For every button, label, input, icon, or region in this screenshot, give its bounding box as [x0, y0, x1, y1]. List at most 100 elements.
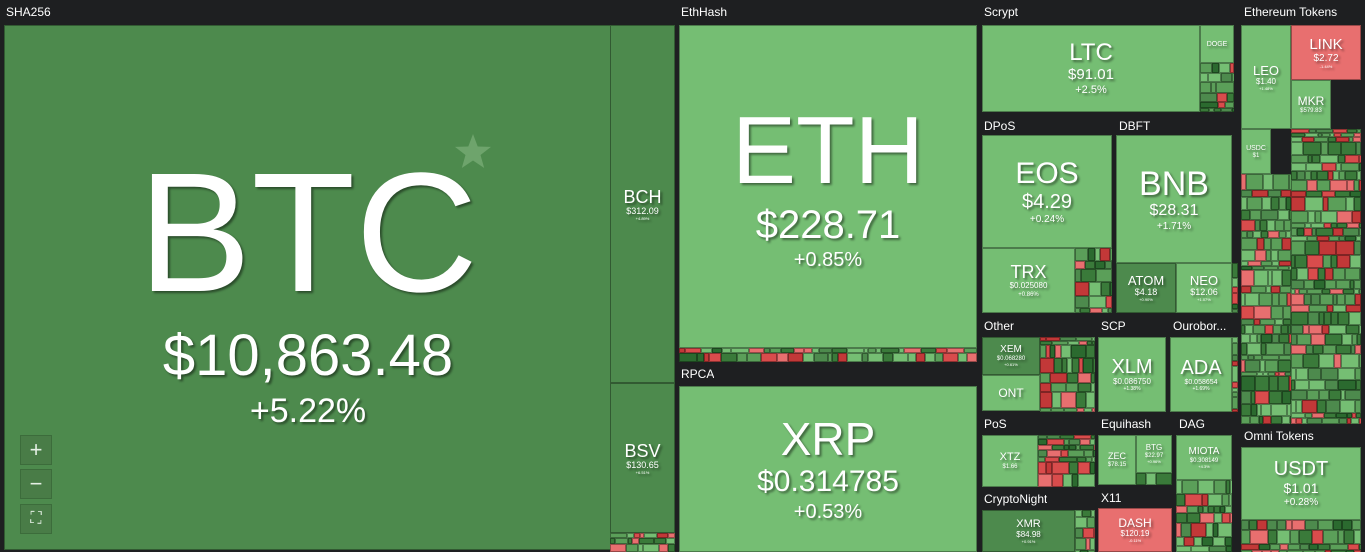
mini-coin-tile[interactable] — [1325, 550, 1331, 552]
coin-tile-ada[interactable]: ADA $0.058654 +1.69% — [1170, 337, 1232, 412]
mini-coin-tile[interactable] — [1062, 358, 1067, 373]
mini-coin-tile[interactable] — [1352, 520, 1361, 530]
mini-coin-tile[interactable] — [943, 353, 958, 362]
mini-coin-tile[interactable] — [1354, 133, 1361, 137]
mini-coin-tile[interactable] — [1181, 523, 1191, 537]
mini-coin-tile[interactable] — [1353, 137, 1361, 142]
mini-coin-tile[interactable] — [1331, 223, 1337, 228]
mini-coin-tile[interactable] — [1268, 231, 1279, 238]
mini-coin-tile[interactable] — [1250, 530, 1268, 544]
group-label[interactable]: RPCA — [681, 367, 715, 381]
mini-coin-tile[interactable] — [1232, 73, 1234, 82]
mini-coin-tile[interactable] — [1241, 391, 1251, 404]
mini-coin-tile[interactable] — [1291, 294, 1304, 305]
mini-coin-tile[interactable] — [1191, 523, 1206, 537]
mini-coin-tile[interactable] — [1291, 171, 1297, 180]
mini-coin-tile[interactable] — [1090, 462, 1095, 474]
mini-coin-tile[interactable] — [1322, 418, 1339, 424]
mini-coin-tile[interactable] — [1198, 506, 1203, 513]
mini-coin-tile[interactable] — [1307, 289, 1322, 294]
mini-coin-tile[interactable] — [1289, 266, 1291, 270]
mini-coin-tile[interactable] — [1211, 82, 1216, 93]
mini-coin-tile[interactable] — [1289, 376, 1291, 391]
mini-coin-tile[interactable] — [1346, 197, 1354, 211]
mini-coin-tile[interactable] — [1286, 231, 1291, 238]
coin-tile-dash[interactable]: DASH $120.19 -0.11% — [1098, 508, 1172, 552]
mini-coin-tile[interactable] — [1345, 171, 1357, 180]
mini-coin-tile[interactable] — [1079, 358, 1083, 373]
mini-coin-tile[interactable] — [1078, 474, 1095, 487]
mini-coin-tile[interactable] — [1309, 544, 1318, 550]
mini-coin-tile[interactable] — [1360, 268, 1361, 280]
mini-coin-tile[interactable] — [1329, 390, 1341, 400]
mini-coin-tile[interactable] — [1339, 236, 1345, 241]
mini-coin-tile[interactable] — [1355, 368, 1361, 380]
mini-coin-tile[interactable] — [1291, 163, 1306, 171]
mini-coin-tile[interactable] — [1279, 334, 1289, 343]
mini-coin-tile[interactable] — [1255, 220, 1260, 231]
mini-coin-tile[interactable] — [1086, 457, 1092, 462]
mini-coin-tile[interactable] — [1106, 296, 1112, 308]
mini-coin-tile[interactable] — [1322, 163, 1336, 171]
mini-coin-tile[interactable] — [1307, 418, 1322, 424]
mini-coin-tile[interactable] — [1282, 391, 1291, 404]
mini-coin-tile[interactable] — [1221, 108, 1232, 112]
mini-coin-tile[interactable] — [1202, 537, 1213, 546]
mini-coin-tile[interactable] — [812, 348, 819, 353]
mini-coin-tile[interactable] — [1286, 197, 1291, 210]
mini-coin-tile[interactable] — [1218, 102, 1225, 108]
coin-tile-bch[interactable]: BCH $312.09 +4.89% — [610, 25, 675, 383]
coin-tile-btg[interactable]: BTG $22.97 +0.96% — [1136, 435, 1172, 473]
mini-coin-tile[interactable] — [1328, 197, 1346, 211]
mini-coin-tile[interactable] — [1101, 282, 1110, 296]
mini-coin-tile[interactable] — [1271, 238, 1282, 250]
mini-coin-tile[interactable] — [1341, 390, 1345, 400]
mini-coin-tile[interactable] — [679, 348, 685, 353]
mini-coin-tile[interactable] — [1200, 82, 1211, 93]
mini-coin-tile[interactable] — [1328, 142, 1341, 155]
mini-coin-tile[interactable] — [1222, 494, 1229, 506]
mini-coin-tile[interactable] — [1305, 413, 1312, 418]
mini-coin-tile[interactable] — [1086, 392, 1095, 408]
mini-coin-tile[interactable] — [1325, 280, 1336, 289]
mini-coin-tile[interactable] — [1052, 392, 1061, 408]
mini-coin-tile[interactable] — [1047, 435, 1060, 439]
mini-coin-tile[interactable] — [1359, 418, 1361, 424]
mini-coin-tile[interactable] — [1246, 174, 1263, 190]
mini-coin-tile[interactable] — [1273, 325, 1281, 334]
mini-coin-tile[interactable] — [1206, 523, 1213, 537]
mini-coin-tile[interactable] — [1331, 550, 1346, 552]
mini-coin-tile[interactable] — [1241, 334, 1250, 343]
mini-coin-tile[interactable] — [722, 348, 731, 353]
mini-coin-tile[interactable] — [1241, 319, 1254, 325]
mini-coin-tile[interactable] — [1263, 174, 1273, 190]
mini-coin-tile[interactable] — [721, 353, 737, 362]
mini-coin-tile[interactable] — [1291, 236, 1307, 241]
mini-coin-tile[interactable] — [1046, 337, 1060, 341]
coin-tile-eth[interactable]: ETH $228.71 +0.85% — [679, 25, 977, 348]
mini-coin-tile[interactable] — [1229, 494, 1232, 506]
mini-coin-tile[interactable] — [1296, 368, 1308, 380]
mini-coin-tile[interactable] — [1347, 418, 1351, 424]
mini-coin-tile[interactable] — [1319, 312, 1324, 325]
mini-coin-tile[interactable] — [1280, 286, 1291, 293]
mini-coin-tile[interactable] — [731, 348, 749, 353]
mini-coin-tile[interactable] — [1260, 319, 1275, 325]
mini-coin-tile[interactable] — [610, 533, 627, 538]
mini-coin-tile[interactable] — [747, 353, 761, 362]
mini-coin-tile[interactable] — [1345, 236, 1356, 241]
mini-coin-tile[interactable] — [1083, 358, 1093, 373]
mini-coin-tile[interactable] — [1214, 506, 1220, 513]
mini-coin-tile[interactable] — [1075, 517, 1087, 528]
mini-coin-tile[interactable] — [615, 538, 628, 544]
mini-coin-tile[interactable] — [1040, 408, 1051, 412]
mini-coin-tile[interactable] — [1187, 513, 1200, 523]
mini-coin-tile[interactable] — [626, 544, 638, 552]
mini-coin-tile[interactable] — [1297, 334, 1311, 345]
mini-coin-tile[interactable] — [1275, 319, 1283, 325]
mini-coin-tile[interactable] — [1050, 373, 1067, 383]
mini-coin-tile[interactable] — [1270, 544, 1280, 550]
mini-coin-tile[interactable] — [1254, 306, 1271, 319]
mini-coin-tile[interactable] — [1306, 191, 1322, 197]
mini-coin-tile[interactable] — [1302, 418, 1307, 424]
